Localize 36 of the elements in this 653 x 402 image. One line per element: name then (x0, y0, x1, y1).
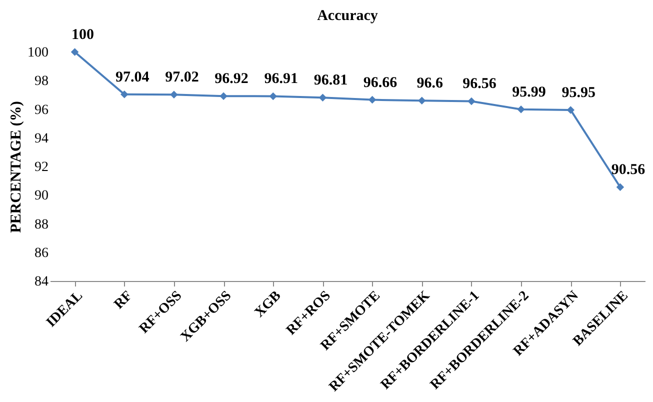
x-tick-label: RF (112, 288, 136, 312)
point (418, 96, 426, 105)
y-tick-label: 92 (34, 160, 48, 175)
y-tick-label: 98 (34, 74, 48, 90)
y-tick-label: 86 (34, 246, 48, 261)
data-label: 100 (72, 27, 94, 43)
data-label: 96.66 (363, 74, 398, 91)
data-label: 97.02 (165, 70, 199, 86)
point (170, 90, 178, 99)
point (517, 106, 525, 114)
data-label: 97.04 (116, 69, 150, 86)
data-label: 96.92 (214, 71, 248, 88)
point (368, 96, 376, 104)
point (120, 90, 128, 98)
y-tick-label: 88 (34, 217, 48, 232)
y-tick-label: 100 (28, 46, 48, 60)
y-tick-label: 90 (34, 188, 48, 204)
y-tick-label: 84 (34, 274, 48, 290)
point (566, 106, 574, 114)
point (269, 92, 277, 100)
y-axis-title: PERCENTAGE (%) (8, 101, 24, 233)
data-label: 90.56 (611, 162, 646, 178)
point (70, 48, 79, 56)
y-tick-label: 96 (34, 102, 48, 118)
data-label: 96.6 (416, 76, 444, 92)
point (318, 94, 327, 102)
data-label: 96.91 (264, 71, 298, 88)
chart-title: Accuracy (317, 8, 378, 24)
point (616, 183, 624, 191)
point (468, 97, 476, 106)
point (220, 92, 228, 100)
data-label: 96.81 (314, 72, 348, 89)
data-label: 96.56 (462, 76, 497, 92)
data-label: 95.95 (562, 84, 596, 101)
data-label: 95.99 (512, 84, 546, 100)
y-tick-label: 94 (34, 131, 48, 146)
